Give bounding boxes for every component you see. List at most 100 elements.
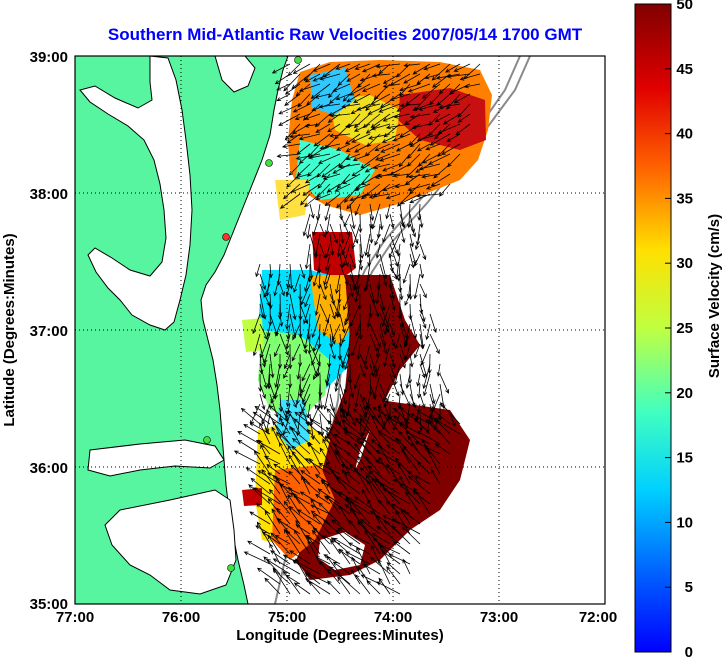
velocity-arrow (299, 491, 321, 505)
velocity-arrow (310, 498, 321, 515)
velocity-arrow (310, 504, 331, 515)
velocity-arrow (388, 553, 411, 565)
velocity-arrow (366, 580, 381, 595)
velocity-arrow (374, 233, 381, 246)
velocity-arrow (312, 213, 321, 237)
velocity-arrow (259, 343, 267, 368)
velocity-arrow (306, 428, 321, 445)
velocity-arrow (419, 393, 426, 409)
x-tick-label: 73:00 (480, 609, 518, 626)
velocity-arrow (338, 333, 343, 348)
velocity-arrow (404, 430, 431, 445)
velocity-arrow (423, 373, 431, 397)
velocity-arrow (329, 133, 351, 138)
velocity-arrow (378, 103, 401, 113)
velocity-arrow (299, 263, 306, 279)
velocity-arrow (374, 363, 381, 378)
velocity-arrow (368, 193, 391, 199)
velocity-arrow (341, 468, 351, 485)
velocity-arrow (341, 233, 351, 256)
velocity-arrow (382, 83, 401, 89)
velocity-arrow (292, 437, 311, 455)
velocity-arrow (402, 263, 411, 284)
velocity-arrow (370, 439, 391, 455)
velocity-arrow (289, 393, 297, 409)
velocity-arrow (374, 153, 391, 161)
velocity-arrow (296, 363, 301, 380)
velocity-arrow (301, 373, 311, 394)
velocity-arrow (363, 273, 371, 293)
velocity-arrow (358, 213, 363, 234)
velocity-arrow (349, 253, 356, 269)
station-marker (203, 436, 211, 444)
velocity-arrow (261, 469, 281, 495)
velocity-arrow (284, 93, 301, 106)
velocity-arrow (370, 123, 391, 131)
velocity-arrow (331, 519, 351, 535)
velocity-arrow (300, 470, 321, 485)
velocity-arrow (271, 63, 291, 74)
velocity-arrow (337, 491, 361, 505)
velocity-arrow (409, 253, 415, 269)
velocity-arrow (304, 273, 311, 293)
velocity-arrow (313, 133, 331, 147)
velocity-arrow (353, 93, 371, 103)
velocity-arrow (399, 483, 421, 505)
velocity-arrow (449, 413, 456, 427)
velocity-arrow (372, 353, 381, 370)
velocity-arrow (273, 273, 281, 297)
velocity-arrow (349, 303, 361, 328)
velocity-arrow (315, 123, 331, 133)
velocity-arrow (314, 404, 331, 425)
velocity-arrow (401, 526, 421, 545)
velocity-arrow (353, 373, 361, 390)
velocity-arrow (424, 445, 441, 475)
velocity-arrow (445, 63, 461, 73)
velocity-arrow (252, 487, 281, 505)
velocity-arrow (259, 273, 266, 291)
velocity-arrow (267, 534, 281, 555)
velocity-arrow (439, 402, 461, 425)
colorbar-tick-label: 10 (676, 514, 693, 531)
velocity-arrow (348, 463, 371, 485)
velocity-arrow (360, 417, 381, 445)
velocity-arrow (303, 303, 311, 325)
colorbar-tick-label: 20 (676, 385, 693, 402)
velocity-arrow (309, 203, 315, 219)
velocity-arrow (356, 343, 361, 361)
velocity-arrow (288, 163, 301, 176)
velocity-arrow (416, 143, 431, 152)
velocity-arrow (289, 293, 297, 321)
velocity-arrow (425, 183, 441, 190)
velocity-arrow (376, 581, 401, 595)
velocity-arrow (409, 113, 431, 119)
velocity-arrow (335, 273, 341, 295)
velocity-arrow (387, 416, 401, 435)
plot-frame (74, 55, 606, 605)
velocity-arrow (376, 525, 401, 545)
velocity-arrow (342, 173, 361, 185)
velocity-arrow (274, 363, 281, 389)
velocity-arrow (259, 383, 266, 400)
velocity-arrow (354, 496, 381, 515)
velocity-arrow (266, 323, 271, 338)
velocity-arrow (288, 505, 311, 525)
velocity-arrow (403, 63, 421, 68)
velocity-arrow (319, 143, 341, 150)
velocity-arrow (346, 440, 361, 455)
velocity-arrow (391, 518, 421, 535)
velocity-arrow (419, 213, 424, 229)
velocity-arrow (333, 420, 351, 435)
velocity-arrow (319, 223, 326, 239)
velocity-arrow (298, 313, 303, 339)
velocity-arrow (354, 467, 371, 495)
velocity-arrow (307, 153, 331, 160)
velocity-arrow (399, 213, 406, 229)
velocity-arrow (423, 63, 441, 71)
y-tick-label: 35:00 (30, 596, 68, 613)
velocity-arrow (409, 313, 418, 339)
velocity-arrow (430, 173, 451, 187)
velocity-arrow (425, 418, 441, 435)
velocity-arrow (371, 477, 391, 505)
velocity-arrow (342, 428, 371, 445)
